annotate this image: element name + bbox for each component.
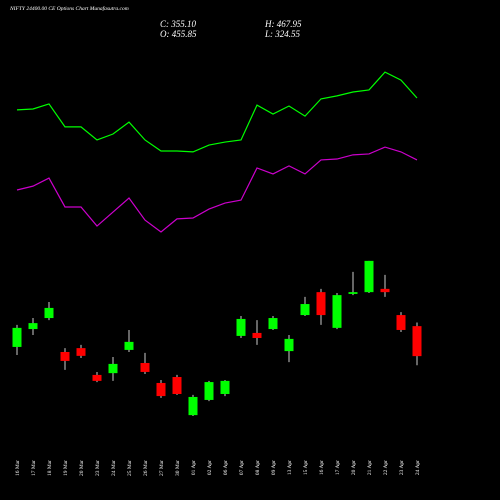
x-tick-label: 09 Apr — [271, 460, 277, 475]
candle-body — [92, 374, 102, 381]
candle-body — [172, 377, 182, 394]
x-tick-label: 30 Mar — [175, 460, 181, 476]
x-tick-label: 20 Mar — [79, 460, 85, 476]
x-tick-label: 23 Apr — [399, 460, 405, 475]
candle-body — [268, 318, 278, 330]
candle-body — [412, 326, 422, 357]
x-tick-label: 01 Apr — [191, 460, 197, 475]
x-tick-label: 07 Apr — [239, 460, 245, 475]
candle-body — [364, 260, 374, 293]
x-tick-label: 18 Mar — [47, 460, 53, 476]
x-tick-label: 23 Mar — [95, 460, 101, 476]
candle-body — [140, 363, 150, 372]
candle-body — [316, 292, 326, 316]
candle-body — [396, 315, 406, 330]
chart-title: NIFTY 24400.00 CE Options Chart Munafasu… — [9, 5, 129, 12]
candle-body — [156, 382, 166, 397]
candle-body — [44, 307, 54, 319]
candle-body — [108, 363, 118, 374]
candle-body — [220, 380, 230, 394]
x-tick-label: 08 Apr — [255, 460, 261, 475]
x-tick-label: 17 Mar — [31, 460, 37, 476]
indicator-line — [16, 146, 418, 233]
candle-body — [236, 318, 246, 336]
candle-body — [380, 288, 390, 293]
x-tick-label: 24 Apr — [415, 460, 421, 475]
x-tick-label: 13 Apr — [287, 460, 293, 475]
candle-body — [332, 295, 342, 328]
candle-body — [188, 396, 198, 416]
x-tick-label: 19 Mar — [63, 460, 69, 476]
x-tick-label: 21 Apr — [367, 460, 373, 475]
x-tick-label: 20 Apr — [351, 460, 357, 475]
x-tick-label: 17 Apr — [335, 460, 341, 475]
open-info: O: 455.85 — [160, 29, 197, 39]
candle-body — [252, 332, 262, 338]
x-tick-label: 25 Mar — [127, 460, 133, 476]
candle-body — [300, 304, 310, 316]
indicator-line — [16, 71, 418, 153]
candle-body — [204, 382, 214, 400]
candle-body — [60, 351, 70, 361]
candle-body — [124, 341, 134, 350]
x-tick-label: 06 Apr — [223, 460, 229, 475]
x-tick-label: 16 Apr — [319, 460, 325, 475]
candle-body — [348, 292, 358, 294]
x-tick-label: 16 Mar — [15, 460, 21, 476]
x-tick-label: 27 Mar — [159, 460, 165, 476]
low-info: L: 324.55 — [264, 29, 301, 39]
candle-body — [76, 348, 86, 356]
high-info: H: 467.95 — [264, 19, 302, 29]
candle-body — [284, 338, 294, 352]
candle-body — [12, 327, 22, 347]
x-tick-label: 24 Mar — [111, 460, 117, 476]
x-tick-label: 26 Mar — [143, 460, 149, 476]
close-info: C: 355.10 — [160, 19, 197, 29]
candle-body — [28, 323, 38, 330]
x-tick-label: 22 Apr — [383, 460, 389, 475]
x-tick-label: 02 Apr — [207, 460, 213, 475]
x-tick-label: 15 Apr — [303, 460, 309, 475]
